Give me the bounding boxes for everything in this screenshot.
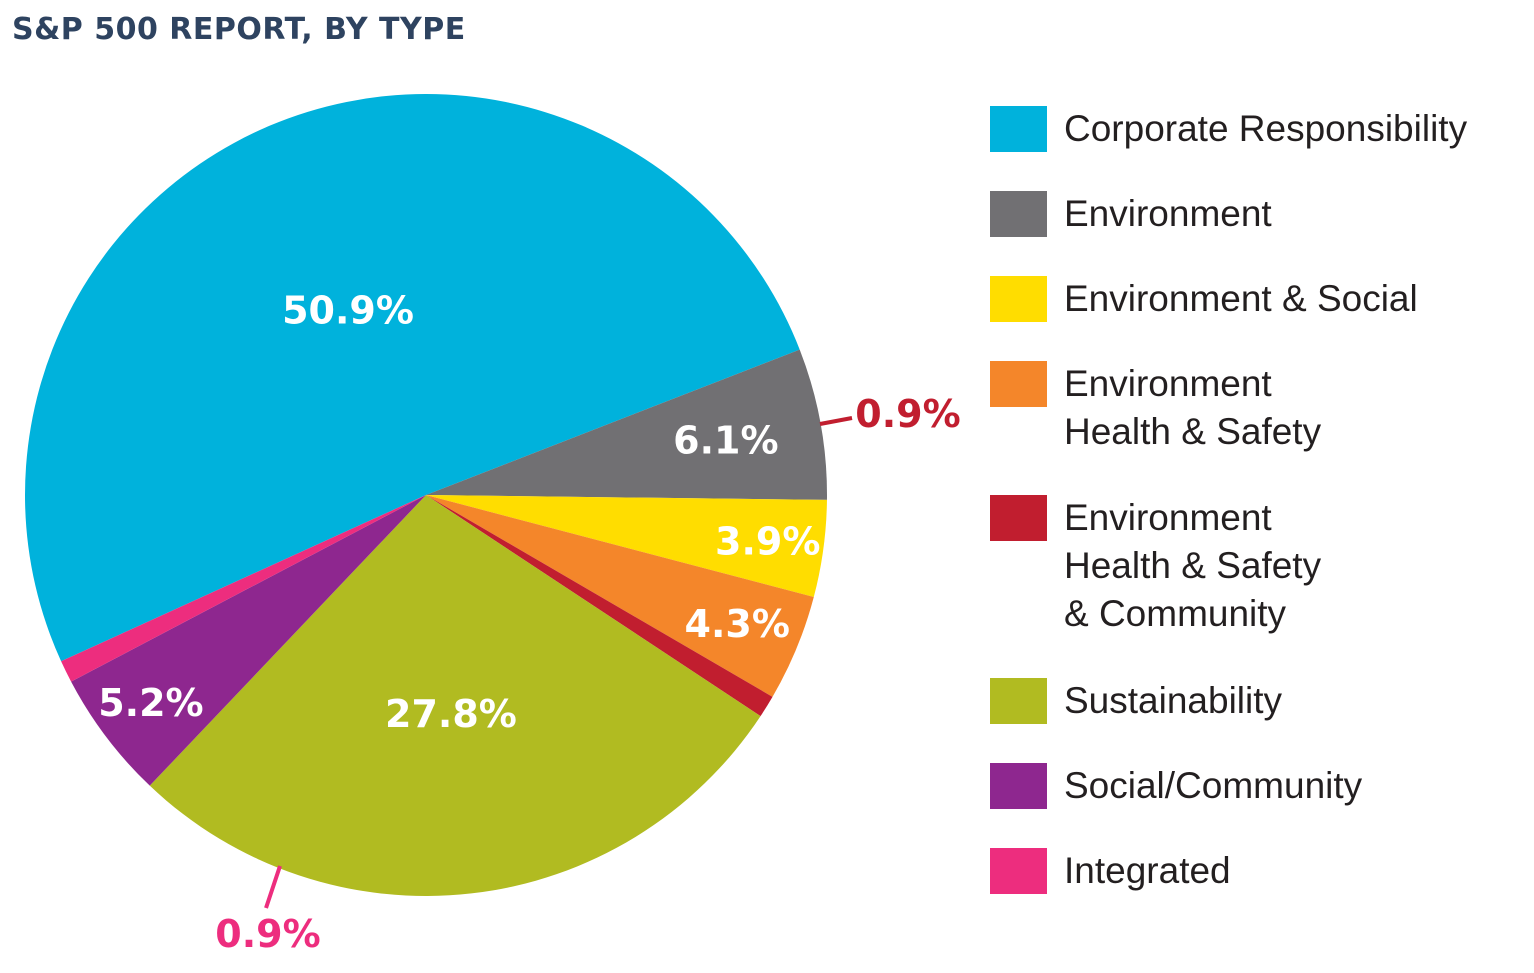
data-label-5: 27.8% — [385, 692, 517, 736]
data-label-7: 0.9% — [215, 912, 320, 956]
legend-item-6: Social/Community — [990, 763, 1362, 810]
legend-swatch — [990, 276, 1047, 322]
pie-slice-4 — [426, 495, 773, 717]
pie-slice-3 — [426, 495, 814, 697]
legend-label: Environment Health & Safety & Community — [1064, 497, 1322, 634]
legend-item-2: Environment & Social — [990, 276, 1418, 323]
data-label-0: 50.9% — [282, 288, 414, 332]
leader-line-7 — [264, 865, 282, 909]
legend: Corporate Responsibility Environment Envir… — [990, 0, 1530, 973]
legend-label: Corporate Responsibility — [1064, 108, 1468, 149]
chart-title: S&P 500 REPORT, BY TYPE — [12, 12, 466, 47]
legend-swatch — [990, 763, 1047, 809]
legend-item-7: Integrated — [990, 848, 1231, 895]
pie-slice-1 — [426, 349, 827, 500]
legend-label: Integrated — [1064, 850, 1231, 891]
pie-slice-6 — [71, 495, 426, 786]
legend-item-3: Environment Health & Safety — [990, 361, 1321, 456]
legend-item-1: Environment — [990, 191, 1272, 238]
legend-item-5: Sustainability — [990, 678, 1282, 725]
leader-line-4 — [819, 416, 853, 426]
legend-label: Social/Community — [1064, 765, 1363, 806]
legend-item-0: Corporate Responsibility — [990, 106, 1467, 153]
pie-slice-7 — [61, 495, 426, 682]
legend-swatch — [990, 848, 1047, 894]
legend-label: Sustainability — [1064, 680, 1283, 721]
pie-slice-5 — [149, 495, 761, 896]
pie-slice-2 — [426, 495, 827, 598]
pie-slice-0 — [25, 94, 800, 662]
legend-swatch — [990, 191, 1047, 237]
legend-label: Environment Health & Safety — [1064, 363, 1322, 452]
data-label-6: 5.2% — [98, 681, 203, 725]
legend-swatch — [990, 106, 1047, 152]
legend-swatch — [990, 678, 1047, 724]
legend-swatch — [990, 495, 1047, 541]
legend-item-4: Environment Health & Safety & Community — [990, 495, 1321, 638]
legend-swatch — [990, 361, 1047, 407]
data-label-3: 4.3% — [685, 602, 790, 646]
legend-label: Environment — [1064, 193, 1272, 234]
legend-label: Environment & Social — [1064, 278, 1418, 319]
data-label-1: 6.1% — [673, 419, 778, 463]
data-label-4: 0.9% — [855, 392, 960, 436]
data-label-2: 3.9% — [715, 519, 820, 563]
